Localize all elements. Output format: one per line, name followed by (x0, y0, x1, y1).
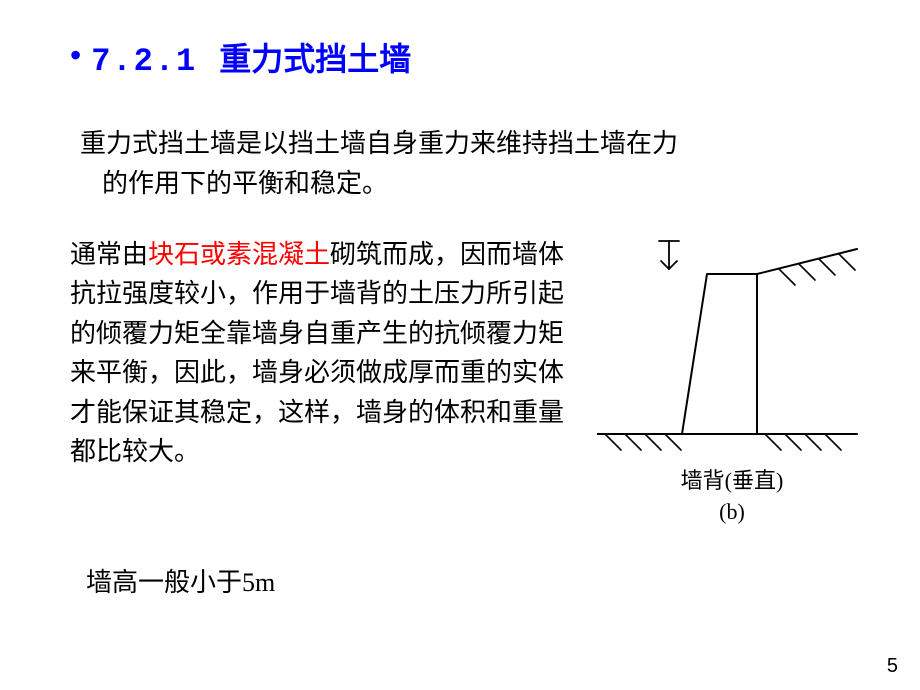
body-rest: 砌筑而成，因而墙体抗拉强度较小，作用于墙背的土压力所引起的倾覆力矩全靠墙身自重产… (70, 240, 564, 467)
wall-height-note: 墙高一般小于5m (86, 562, 872, 599)
body-emphasis: 块石或素混凝土 (148, 240, 330, 269)
body-row: 通常由块石或素混凝土砌筑而成，因而墙体抗拉强度较小，作用于墙背的土压力所引起的倾… (70, 235, 872, 529)
caption-bottom: (b) (719, 499, 745, 524)
intro-line1: 重力式挡土墙是以挡土墙自身重力来维持挡土墙在力 (80, 124, 852, 164)
diagram-caption: 墙背(垂直) (b) (681, 465, 784, 529)
caption-top: 墙背(垂直) (681, 468, 784, 493)
slide: • 7.2.1 重力式挡土墙 重力式挡土墙是以挡土墙自身重力来维持挡土墙在力 的… (0, 0, 920, 690)
diagram-wrap: 墙背(垂直) (b) (592, 229, 872, 529)
wall-diagram (597, 229, 867, 459)
intro-line2: 的作用下的平衡和稳定。 (102, 164, 852, 204)
bullet-dot: • (70, 39, 81, 71)
body-paragraph: 通常由块石或素混凝土砌筑而成，因而墙体抗拉强度较小，作用于墙背的土压力所引起的倾… (70, 235, 570, 472)
heading-number: 7.2.1 (91, 43, 197, 80)
body-prefix: 通常由 (70, 240, 148, 269)
page-number: 5 (887, 655, 898, 678)
heading: • 7.2.1 重力式挡土墙 (70, 34, 872, 80)
heading-title: 重力式挡土墙 (219, 34, 411, 80)
